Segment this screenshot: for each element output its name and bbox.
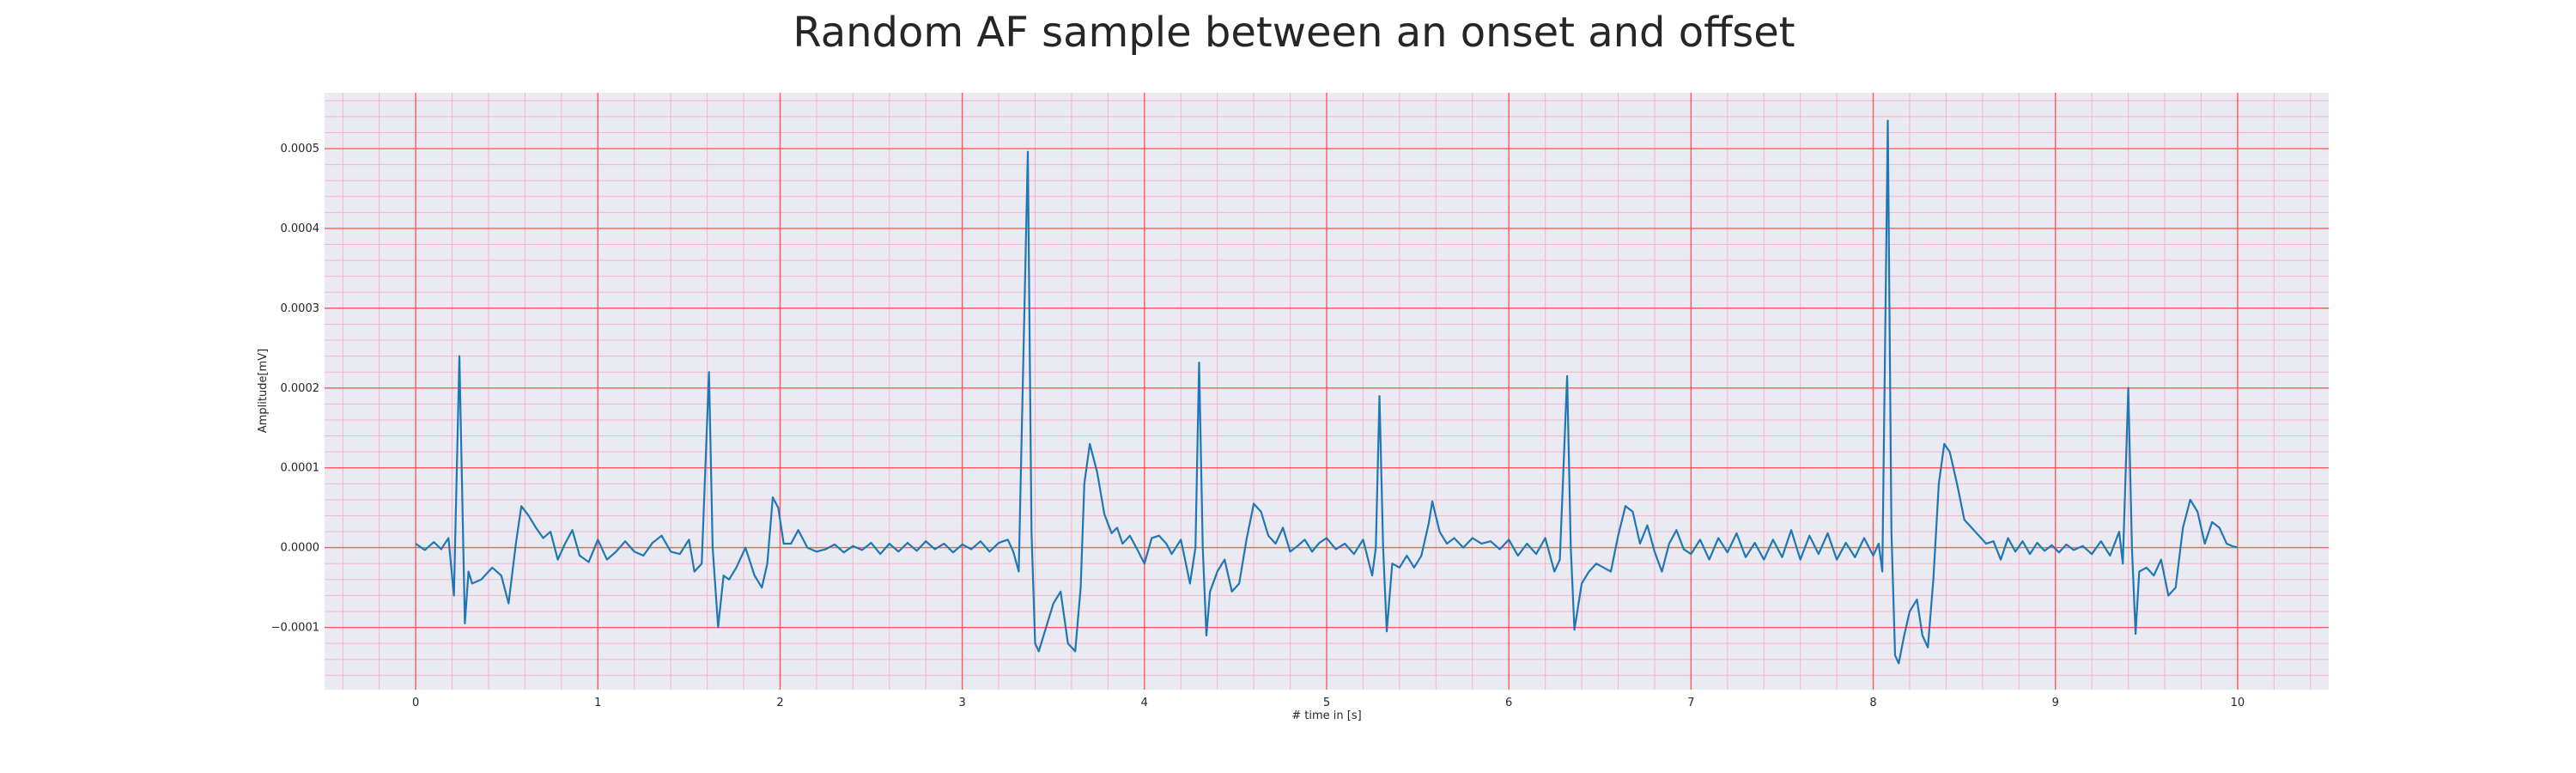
x-tick-labels: 0 1 2 3 4 5 6 7 8 9 10	[412, 697, 2245, 709]
x-tick-label: 1	[594, 697, 601, 709]
x-tick-label: 0	[412, 697, 419, 709]
series-line	[415, 119, 2239, 665]
x-tick-label: 7	[1687, 697, 1694, 709]
y-axis-label: Amplitude[mV]	[257, 349, 270, 433]
x-tick-label: 8	[1869, 697, 1876, 709]
x-tick-label: 2	[776, 697, 783, 709]
y-tick-label: 0.0004	[281, 222, 320, 235]
x-tick-label: 9	[2052, 697, 2059, 709]
x-tick-label: 5	[1323, 697, 1330, 709]
series-layer	[415, 119, 2239, 665]
x-tick-label: 4	[1141, 697, 1148, 709]
y-tick-label: 0.0005	[281, 143, 320, 155]
y-tick-label: 0.0000	[281, 542, 320, 555]
chart-title: Random AF sample between an onset and of…	[793, 9, 1795, 57]
y-tick-label: 0.0003	[281, 302, 320, 315]
x-tick-label: 3	[958, 697, 965, 709]
x-axis-label: # time in [s]	[1291, 709, 1361, 722]
x-tick-label: 6	[1505, 697, 1512, 709]
y-tick-label: 0.0001	[281, 462, 320, 475]
y-tick-label: 0.0002	[281, 382, 320, 395]
y-tick-label: −0.0001	[271, 622, 319, 635]
x-tick-label: 10	[2231, 697, 2245, 709]
major-grid	[325, 93, 2329, 690]
y-tick-labels: −0.0001 0.0000 0.0001 0.0002 0.0003 0.0004 0.0…	[271, 143, 319, 634]
